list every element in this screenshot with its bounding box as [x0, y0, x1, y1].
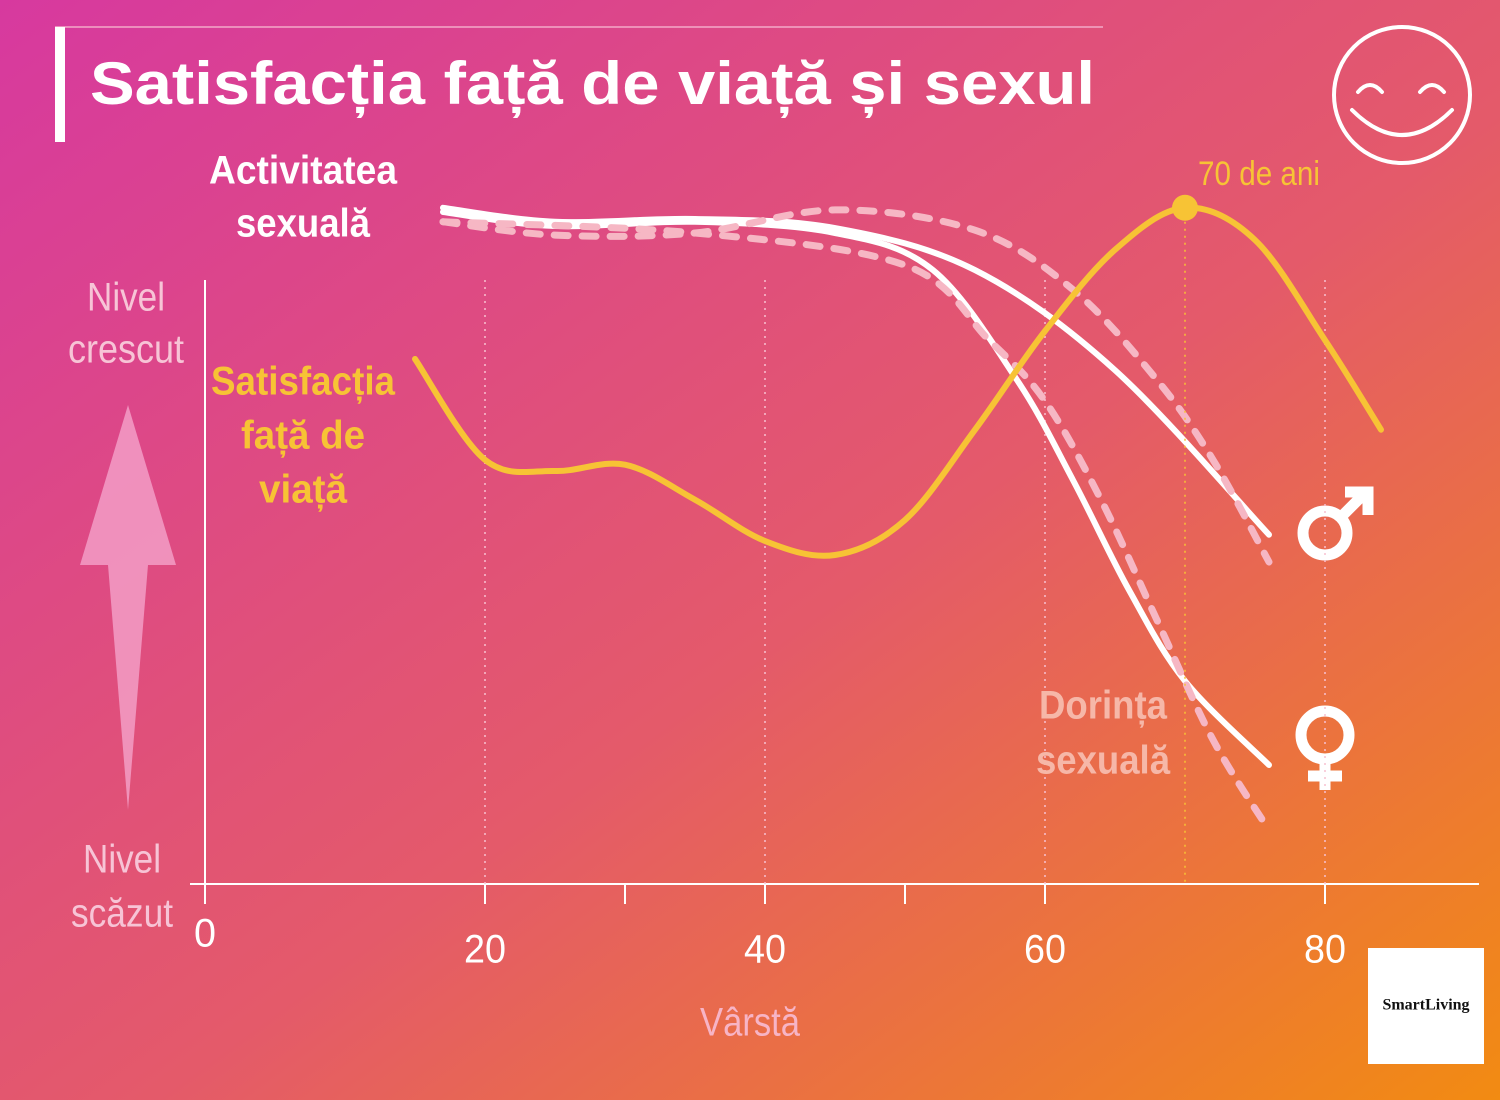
annotation-point [1172, 194, 1198, 221]
series-line [439, 218, 1273, 834]
chart-title: Satisfacția față de viață și sexul [90, 50, 1095, 118]
ylabel-bottom: scăzut [71, 892, 173, 936]
title-bar [55, 27, 65, 142]
x-tick-label: 20 [464, 928, 506, 972]
satisfaction-label: viață [259, 468, 348, 512]
desire-label: sexuală [1036, 739, 1171, 783]
x-tick-label: 60 [1024, 928, 1066, 972]
satisfaction-label: față de [241, 414, 365, 458]
series-line [439, 206, 1273, 566]
x-axis-label: Vârstă [700, 1001, 801, 1045]
level-arrow [80, 405, 176, 810]
desire-label: Dorința [1039, 684, 1168, 728]
x-tick-label: 0 [194, 912, 216, 956]
activity-label: Activitatea [209, 149, 398, 193]
series-line [440, 209, 1272, 768]
annotation-label: 70 de ani [1198, 155, 1320, 193]
logo-box [1368, 948, 1484, 1064]
ylabel-top: Nivel [87, 276, 165, 320]
ylabel-top: crescut [68, 328, 184, 372]
series-line [440, 204, 1272, 538]
x-tick-label: 80 [1304, 928, 1346, 972]
activity-label: sexuală [236, 202, 371, 246]
logo: SmartLiving [1382, 997, 1469, 1014]
smiley [1332, 25, 1472, 165]
ylabel-bottom: Nivel [83, 838, 161, 882]
series-line [412, 204, 1384, 559]
x-tick-label: 40 [744, 928, 786, 972]
satisfaction-label: Satisfacția [211, 360, 396, 404]
